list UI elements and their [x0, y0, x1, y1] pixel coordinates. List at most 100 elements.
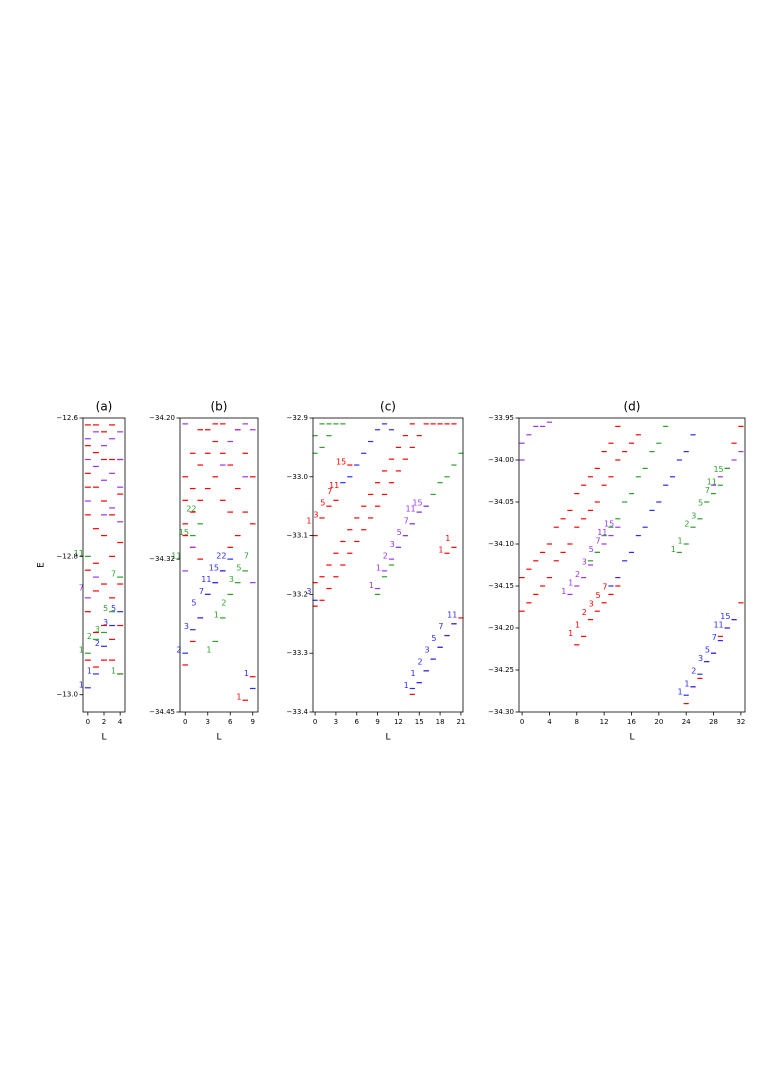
x-tick-label: 3	[334, 718, 338, 726]
degeneracy-label: 1	[244, 669, 249, 678]
degeneracy-label: 7	[111, 570, 116, 579]
degeneracy-label: 3	[103, 618, 108, 627]
degeneracy-label: 1	[568, 579, 573, 588]
degeneracy-label: 5	[320, 499, 325, 508]
degeneracy-label: 2	[575, 570, 580, 579]
y-tick-label: −34.05	[488, 498, 514, 506]
y-tick-label: −33.2	[287, 590, 308, 598]
y-tick-label: −12.8	[57, 552, 78, 560]
degeneracy-label: 5	[236, 563, 241, 572]
degeneracy-label: 15	[336, 458, 346, 467]
degeneracy-label: 1	[214, 610, 219, 619]
panel-title: (a)	[96, 400, 113, 414]
y-tick-label: −34.20	[149, 414, 175, 422]
degeneracy-label: 1	[568, 629, 573, 638]
degeneracy-label: 7	[438, 622, 443, 631]
x-tick-label: 15	[415, 718, 424, 726]
degeneracy-label: 11	[329, 481, 339, 490]
degeneracy-label: 1	[678, 537, 683, 546]
degeneracy-label: 7	[602, 583, 607, 592]
degeneracy-label: 2	[221, 599, 226, 608]
x-tick-label: 8	[575, 718, 579, 726]
degeneracy-label: 1	[404, 681, 409, 690]
degeneracy-label: 1	[79, 680, 84, 689]
degeneracy-label: 5	[431, 634, 436, 643]
degeneracy-label: 11	[201, 575, 211, 584]
x-tick-label: 6	[228, 718, 233, 726]
degeneracy-label: 2	[582, 608, 587, 617]
y-tick-label: −34.15	[488, 582, 514, 590]
x-tick-label: 9	[375, 718, 379, 726]
degeneracy-label: 1	[438, 546, 443, 555]
x-tick-label: 4	[547, 718, 552, 726]
degeneracy-label: 2	[417, 657, 422, 666]
degeneracy-label: 15	[720, 612, 730, 621]
degeneracy-label: 1	[111, 666, 116, 675]
degeneracy-label: 5	[103, 604, 108, 613]
x-tick-label: 21	[456, 718, 465, 726]
degeneracy-label: 11	[74, 549, 84, 558]
degeneracy-label: 1	[236, 693, 241, 702]
degeneracy-label: 7	[595, 537, 600, 546]
degeneracy-label: 2	[691, 667, 696, 676]
plot-frame	[312, 417, 464, 713]
x-tick-label: 32	[736, 718, 745, 726]
degeneracy-label: 1	[79, 646, 84, 655]
degeneracy-label: 1	[575, 621, 580, 630]
degeneracy-label: 11	[707, 478, 717, 487]
x-tick-label: 12	[600, 718, 609, 726]
x-tick-label: 16	[627, 718, 636, 726]
degeneracy-label: 11	[405, 505, 415, 514]
degeneracy-label: 2	[383, 552, 388, 561]
x-axis-label: L	[385, 733, 390, 743]
plot-frame	[179, 417, 259, 713]
x-tick-label: 9	[251, 718, 255, 726]
panel: 112357112357111511235711151123571115−33.…	[488, 400, 746, 743]
degeneracy-label: 22	[216, 552, 226, 561]
x-axis-label: L	[629, 733, 634, 743]
y-tick-label: −33.4	[287, 708, 309, 716]
degeneracy-label: 7	[79, 583, 84, 592]
x-tick-label: 6	[355, 718, 360, 726]
degeneracy-label: 15	[713, 465, 723, 474]
degeneracy-label: 5	[589, 545, 594, 554]
degeneracy-label: 5	[397, 528, 402, 537]
y-tick-label: −34.32	[149, 555, 175, 563]
x-tick-label: 3	[206, 718, 210, 726]
degeneracy-label: 1	[306, 516, 311, 525]
degeneracy-label: 11	[171, 552, 181, 561]
x-tick-label: 18	[436, 718, 445, 726]
x-tick-label: 4	[118, 718, 123, 726]
degeneracy-label: 3	[589, 600, 594, 609]
y-tick-label: −34.45	[149, 708, 175, 716]
y-tick-label: −34.10	[488, 540, 514, 548]
degeneracy-label: 3	[229, 575, 234, 584]
degeneracy-label: 3	[390, 540, 395, 549]
y-tick-label: −13.0	[57, 691, 78, 699]
x-tick-label: 28	[709, 718, 718, 726]
degeneracy-label: 7	[712, 633, 717, 642]
degeneracy-label: 3	[313, 510, 318, 519]
degeneracy-label: 3	[424, 646, 429, 655]
x-tick-label: 0	[520, 718, 524, 726]
x-axis-label: L	[216, 733, 221, 743]
degeneracy-label: 1	[376, 563, 381, 572]
y-tick-label: −33.0	[287, 473, 308, 481]
y-tick-label: −33.3	[287, 649, 308, 657]
degeneracy-label: 2	[684, 520, 689, 529]
degeneracy-label: 5	[595, 591, 600, 600]
degeneracy-label: 15	[412, 499, 422, 508]
degeneracy-label: 5	[698, 499, 703, 508]
y-tick-label: −33.95	[488, 414, 514, 422]
degeneracy-label: 2	[95, 639, 100, 648]
degeneracy-label: 7	[327, 487, 332, 496]
degeneracy-label: 1	[684, 679, 689, 688]
degeneracy-label: 15	[179, 528, 189, 537]
degeneracy-label: 15	[604, 520, 614, 529]
y-tick-label: −32.9	[287, 414, 308, 422]
plot-frame	[518, 417, 746, 713]
degeneracy-label: 11	[447, 610, 457, 619]
panel-title: (b)	[211, 400, 228, 414]
